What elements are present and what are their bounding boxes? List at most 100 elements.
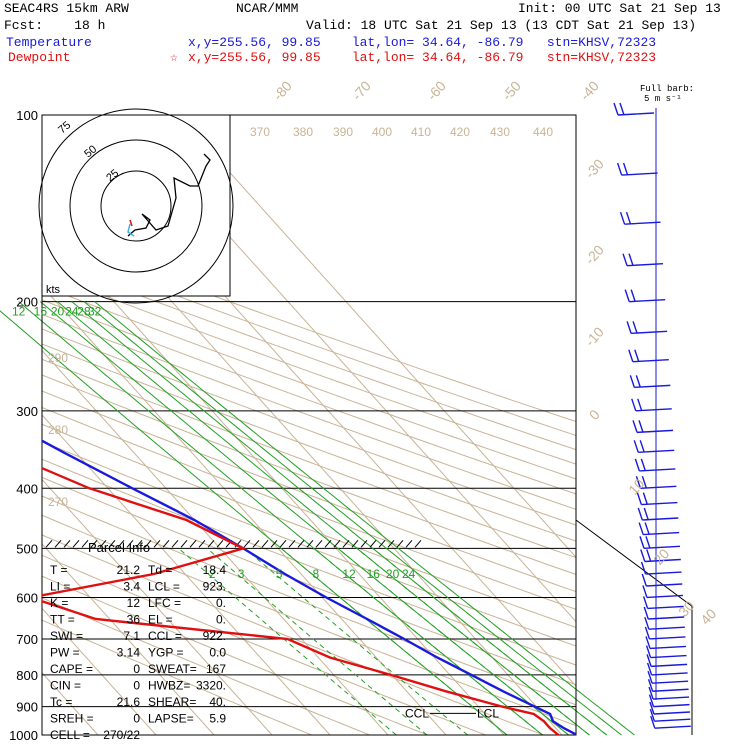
- parcel-value: 18.4: [203, 563, 227, 577]
- freezing-hatch: [153, 540, 161, 548]
- mixing-ratio-label: 12: [12, 305, 26, 319]
- wind-barb: [650, 654, 687, 659]
- wind-barb: [646, 583, 683, 587]
- mixing-ratio-label: 3: [238, 567, 245, 581]
- mixing-ratio-dashed-line: [244, 548, 468, 736]
- wind-barb-feather: [645, 536, 651, 549]
- hodograph-ring: [38, 108, 234, 304]
- wind-barb-feather: [634, 458, 641, 472]
- parcel-label: YGP =: [148, 646, 183, 660]
- wind-barb-feather: [650, 715, 656, 729]
- parcel-value: 0.: [216, 596, 226, 610]
- wind-barb: [648, 616, 685, 620]
- isotherm-label: 20: [650, 545, 672, 567]
- parcel-value: 922.: [203, 629, 226, 643]
- wind-barb-feather: [635, 476, 642, 489]
- init-time: Init: 00 UTC Sat 21 Sep 13: [518, 1, 721, 16]
- freezing-hatch: [162, 540, 170, 548]
- pressure-tick-label: 200: [16, 295, 38, 310]
- freezing-hatch: [108, 540, 116, 548]
- freezing-hatch: [378, 540, 386, 548]
- freezing-hatch: [387, 540, 395, 548]
- parcel-label: SWI =: [50, 629, 83, 643]
- model-name: SEAC4RS 15km ARW: [4, 1, 129, 16]
- isotherm-label: -10: [582, 324, 608, 350]
- parcel-value: 0.: [216, 613, 226, 627]
- parcel-value: 0: [133, 662, 140, 676]
- barb-legend-units: 5 m s⁻¹: [644, 94, 682, 104]
- mixing-ratio-line: [83, 301, 622, 736]
- freezing-hatch: [396, 540, 404, 548]
- wind-barb-feather: [638, 420, 644, 433]
- wind-barb: [653, 696, 690, 700]
- wind-barb: [647, 605, 684, 610]
- dewpoint-star-icon: ☆: [170, 50, 178, 65]
- pressure-tick-label: 600: [16, 590, 38, 605]
- isotherm-line: [42, 285, 447, 735]
- wind-barb-feather: [633, 440, 639, 453]
- parcel-label: CELL =: [50, 728, 90, 740]
- parcel-label: LAPSE=: [148, 712, 194, 726]
- ccl-label: CCL: [405, 706, 429, 720]
- mixing-ratio-label: 16: [34, 305, 48, 319]
- mixing-ratio-dashed-line: [372, 548, 608, 736]
- wind-barb-feather: [636, 492, 643, 505]
- freezing-hatch: [189, 540, 197, 548]
- wind-barb-feather: [629, 375, 636, 388]
- freezing-hatch: [270, 540, 278, 548]
- mixing-ratio-dashed-line: [313, 548, 543, 736]
- mixing-ratio-line: [94, 301, 635, 736]
- isotherm-label: -40: [577, 78, 603, 104]
- hodograph-ring: [69, 139, 203, 273]
- wind-barb: [645, 571, 682, 575]
- dewpoint-legend: Dewpoint: [8, 50, 71, 65]
- mixing-ratio-label: 5: [276, 567, 283, 581]
- dry-adiabat-line: [42, 575, 430, 735]
- wind-barb-feather: [640, 458, 647, 472]
- wind-barb-feather: [616, 162, 623, 176]
- theta-label: 290: [48, 351, 68, 365]
- wind-barb: [653, 703, 690, 708]
- temperature-profile: [42, 439, 576, 735]
- mixing-ratio-dashed-line: [178, 548, 397, 736]
- parcel-value: 923.: [203, 580, 226, 594]
- wind-barb-feather: [649, 708, 656, 722]
- parcel-label: Tc =: [50, 695, 72, 709]
- wind-barb-feather: [643, 606, 649, 620]
- wind-barb-feather: [632, 420, 638, 433]
- wind-barb-feather: [644, 626, 651, 640]
- freezing-hatch: [324, 540, 332, 548]
- isotherm-line: [42, 607, 157, 735]
- freezing-hatch: [369, 540, 377, 548]
- isotherm-line: [42, 414, 331, 735]
- mixing-ratio-dashed-line: [206, 548, 428, 736]
- wind-barb-feather: [619, 211, 626, 225]
- freezing-hatch: [198, 540, 206, 548]
- wind-barb-feather: [630, 289, 636, 302]
- wind-barb-feather: [648, 686, 654, 700]
- wind-barb-feather: [631, 398, 637, 412]
- mixing-ratio-label: 24: [402, 567, 416, 581]
- hodograph-units: kts: [46, 284, 61, 296]
- theta-label: 420: [450, 125, 470, 139]
- freezing-hatch: [333, 540, 341, 548]
- forecast-hour: Fcst: 18 h: [4, 18, 106, 33]
- pressure-tick-label: 300: [16, 404, 38, 419]
- barb-legend-title: Full barb:: [640, 84, 695, 94]
- dewpoint-station-info: x,y=255.56, 99.85 lat,lon= 34.64, -86.79…: [188, 50, 657, 65]
- wind-barb-feather: [646, 662, 653, 676]
- wind-barb: [652, 688, 689, 692]
- wind-barb-feather: [646, 654, 652, 667]
- isotherm-label: 40: [697, 605, 719, 627]
- freezing-hatch: [117, 540, 125, 548]
- parcel-label: LCL =: [148, 580, 180, 594]
- wind-barb: [654, 725, 691, 729]
- pressure-tick-label: 900: [16, 700, 38, 715]
- dry-adiabat-line: [42, 554, 488, 735]
- freezing-hatch: [279, 540, 287, 548]
- wind-barb: [648, 626, 685, 630]
- freezing-hatch: [54, 540, 62, 548]
- freezing-hatch: [207, 540, 215, 548]
- dewpoint-profile: [42, 466, 560, 735]
